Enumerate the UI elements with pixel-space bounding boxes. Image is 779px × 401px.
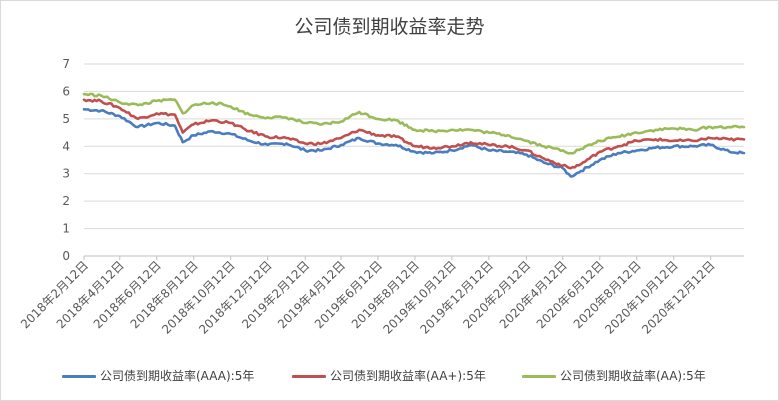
y-tick-label: 3 [62,167,70,181]
y-tick-label: 7 [62,57,70,71]
y-tick-label: 4 [62,139,70,153]
legend-label-aa: 公司债到期收益率(AA):5年 [560,369,706,383]
legend-label-aaa: 公司债到期收益率(AAA):5年 [100,369,255,383]
x-tick-label: 2020年6月12日 [534,258,607,331]
x-tick-label: 2019年8月12日 [349,258,422,331]
x-tick-label: 2020年4月12日 [497,258,570,331]
y-tick-label: 2 [62,194,70,208]
legend-swatch-aa [522,375,556,378]
x-tick-label: 2019年4月12日 [275,258,348,331]
x-tick-label: 2018年8月12日 [128,258,201,331]
legend-label-aaplus: 公司债到期收益率(AA+):5年 [330,369,486,383]
x-tick-label: 2019年6月12日 [312,258,385,331]
x-tick-label: 2018年4月12日 [54,258,127,331]
legend-item-aa: 公司债到期收益率(AA):5年 [522,367,706,383]
series-line-1 [82,108,746,178]
y-tick-label: 5 [62,112,70,126]
legend-item-aaplus: 公司债到期收益率(AA+):5年 [292,367,486,383]
legend-swatch-aaplus [292,375,326,378]
series-line-2 [82,98,746,170]
y-tick-label: 1 [62,222,70,236]
legend-item-aaa: 公司债到期收益率(AAA):5年 [62,367,254,383]
x-tick-label: 2020年8月12日 [571,258,644,331]
y-tick-label: 0 [62,249,70,263]
y-tick-label: 6 [62,84,70,98]
series-line-3 [82,92,746,155]
x-tick-label: 2018年6月12日 [91,258,164,331]
legend-swatch-aaa [62,375,96,378]
chart-title: 公司债到期收益率走势 [294,16,485,38]
